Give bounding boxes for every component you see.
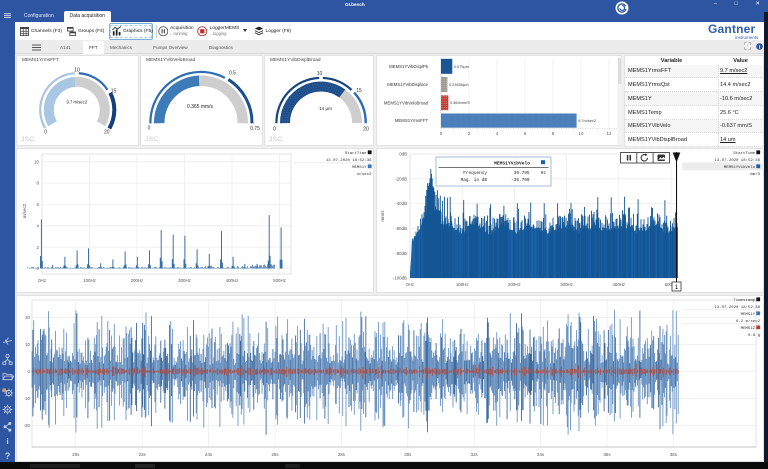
svg-text:?: ?	[5, 451, 11, 461]
svg-text:10: 10	[34, 159, 39, 164]
svg-text:MEMS1YrmsFFT: MEMS1YrmsFFT	[395, 118, 429, 123]
svg-text:i: i	[758, 45, 760, 50]
svg-text:10: 10	[25, 342, 30, 347]
svg-text:0.75: 0.75	[250, 126, 260, 132]
svg-text:9.7 m/sec2: 9.7 m/sec2	[67, 100, 88, 105]
svg-text:m/sec2: m/sec2	[22, 203, 27, 218]
svg-text:-20: -20	[24, 423, 31, 428]
svg-text:-100dB: -100dB	[393, 276, 407, 281]
svg-text:0.5: 0.5	[229, 70, 236, 76]
svg-text:20: 20	[363, 126, 369, 132]
svg-text:MEMS1YVibVelo: MEMS1YVibVelo	[724, 165, 756, 170]
svg-text:13.07.2020 18:52:38: 13.07.2020 18:52:38	[714, 306, 760, 310]
svg-text:400Hz: 400Hz	[226, 278, 239, 283]
svg-text:-20dB: -20dB	[395, 176, 407, 181]
svg-text:13.07.2020 18:52:36: 13.07.2020 18:52:36	[326, 159, 372, 163]
svg-text:30s: 30s	[404, 452, 412, 457]
svg-text:0: 0	[37, 266, 40, 271]
svg-text:26s: 26s	[271, 452, 279, 457]
svg-text:-80dB: -80dB	[395, 251, 407, 256]
svg-text:-10: -10	[24, 396, 31, 401]
svg-text:mm/S: mm/S	[750, 172, 760, 177]
svg-text:38s: 38s	[670, 452, 678, 457]
svg-text:-60dB: -60dB	[395, 226, 407, 231]
svg-text:MEMS1Y: MEMS1Y	[352, 166, 367, 170]
svg-text:MEMS1YVibDisplace: MEMS1YVibDisplace	[387, 82, 428, 87]
svg-text:0: 0	[44, 130, 47, 136]
svg-text:mm/s: mm/s	[380, 210, 385, 222]
svg-text:i: i	[6, 436, 8, 446]
svg-text:Hz: Hz	[541, 171, 547, 176]
svg-text:6.2 m/sec2: 6.2 m/sec2	[736, 319, 761, 324]
svg-text:300Hz: 300Hz	[178, 278, 191, 283]
svg-text:8: 8	[37, 181, 40, 186]
svg-text:20: 20	[25, 315, 30, 320]
svg-text:Frequency: Frequency	[463, 171, 487, 176]
svg-text:100Hz: 100Hz	[456, 282, 469, 287]
svg-text:6: 6	[524, 131, 527, 136]
svg-text:36s: 36s	[603, 452, 611, 457]
svg-text:500Hz: 500Hz	[665, 282, 678, 287]
svg-text:StartTime: StartTime	[345, 151, 367, 156]
svg-text:m/sec2: m/sec2	[357, 172, 372, 177]
svg-text:200Hz: 200Hz	[508, 282, 521, 287]
svg-text:34s: 34s	[537, 452, 545, 457]
svg-text:15: 15	[111, 89, 117, 95]
svg-text:0dB: 0dB	[399, 152, 407, 157]
svg-text:8: 8	[552, 131, 555, 136]
svg-text:9.7m/sec2: 9.7m/sec2	[578, 118, 596, 123]
svg-text:0: 0	[148, 125, 151, 131]
svg-text:0: 0	[273, 126, 276, 132]
svg-text:20s: 20s	[72, 452, 80, 457]
svg-text:StartTime: StartTime	[733, 151, 755, 156]
svg-text:1: 1	[675, 285, 679, 291]
svg-text:Mag. in dB: Mag. in dB	[461, 178, 488, 183]
svg-text:MEMS1YVibVeloBroad: MEMS1YVibVeloBroad	[384, 100, 429, 105]
svg-text:0.365mm/S: 0.365mm/S	[450, 100, 470, 105]
svg-text:0: 0	[440, 131, 443, 136]
svg-text:0Hz: 0Hz	[406, 282, 414, 287]
svg-text:100Hz: 100Hz	[83, 278, 96, 283]
svg-text:24s: 24s	[205, 452, 213, 457]
svg-text:4: 4	[496, 131, 499, 136]
svg-text:Timestamp: Timestamp	[733, 298, 755, 303]
svg-text:-35.700: -35.700	[511, 178, 530, 183]
svg-text:0.365 mm/s: 0.365 mm/s	[187, 104, 214, 110]
svg-text:32s: 32s	[471, 452, 479, 457]
svg-text:200Hz: 200Hz	[131, 278, 144, 283]
svg-text:14 μm: 14 μm	[319, 106, 332, 111]
svg-text:400Hz: 400Hz	[612, 282, 625, 287]
svg-text:MEMS1YVibVelo: MEMS1YVibVelo	[494, 161, 530, 167]
svg-text:300Hz: 300Hz	[560, 282, 573, 287]
svg-text:500Hz: 500Hz	[273, 278, 286, 283]
svg-text:-40dB: -40dB	[395, 201, 407, 206]
svg-text:0.075μm: 0.075μm	[454, 64, 469, 69]
svg-text:22s: 22s	[139, 452, 147, 457]
svg-text:10: 10	[579, 131, 584, 136]
svg-text:MEMS1Z: MEMS1Z	[741, 327, 756, 331]
svg-text:39.795: 39.795	[514, 171, 530, 176]
svg-text:6: 6	[37, 202, 40, 207]
svg-text:10: 10	[74, 68, 80, 74]
svg-text:15: 15	[356, 88, 362, 94]
svg-text:28s: 28s	[338, 452, 346, 457]
svg-text:10: 10	[317, 71, 323, 77]
svg-text:2: 2	[37, 245, 40, 250]
svg-text:2: 2	[468, 131, 471, 136]
svg-text:0Hz: 0Hz	[38, 278, 46, 283]
svg-text:MEMS1Y: MEMS1Y	[741, 313, 756, 317]
svg-text:0.23656μm: 0.23656μm	[449, 82, 469, 87]
svg-text:MEMS1YVibDisplPk: MEMS1YVibDisplPk	[389, 64, 429, 69]
svg-text:12: 12	[607, 131, 612, 136]
svg-text:4: 4	[37, 223, 40, 228]
svg-text:0.8 g: 0.8 g	[748, 334, 761, 338]
svg-text:0: 0	[28, 369, 31, 374]
svg-text:20: 20	[104, 130, 110, 136]
svg-text:13.07.2020 18:52:36: 13.07.2020 18:52:36	[714, 159, 760, 163]
